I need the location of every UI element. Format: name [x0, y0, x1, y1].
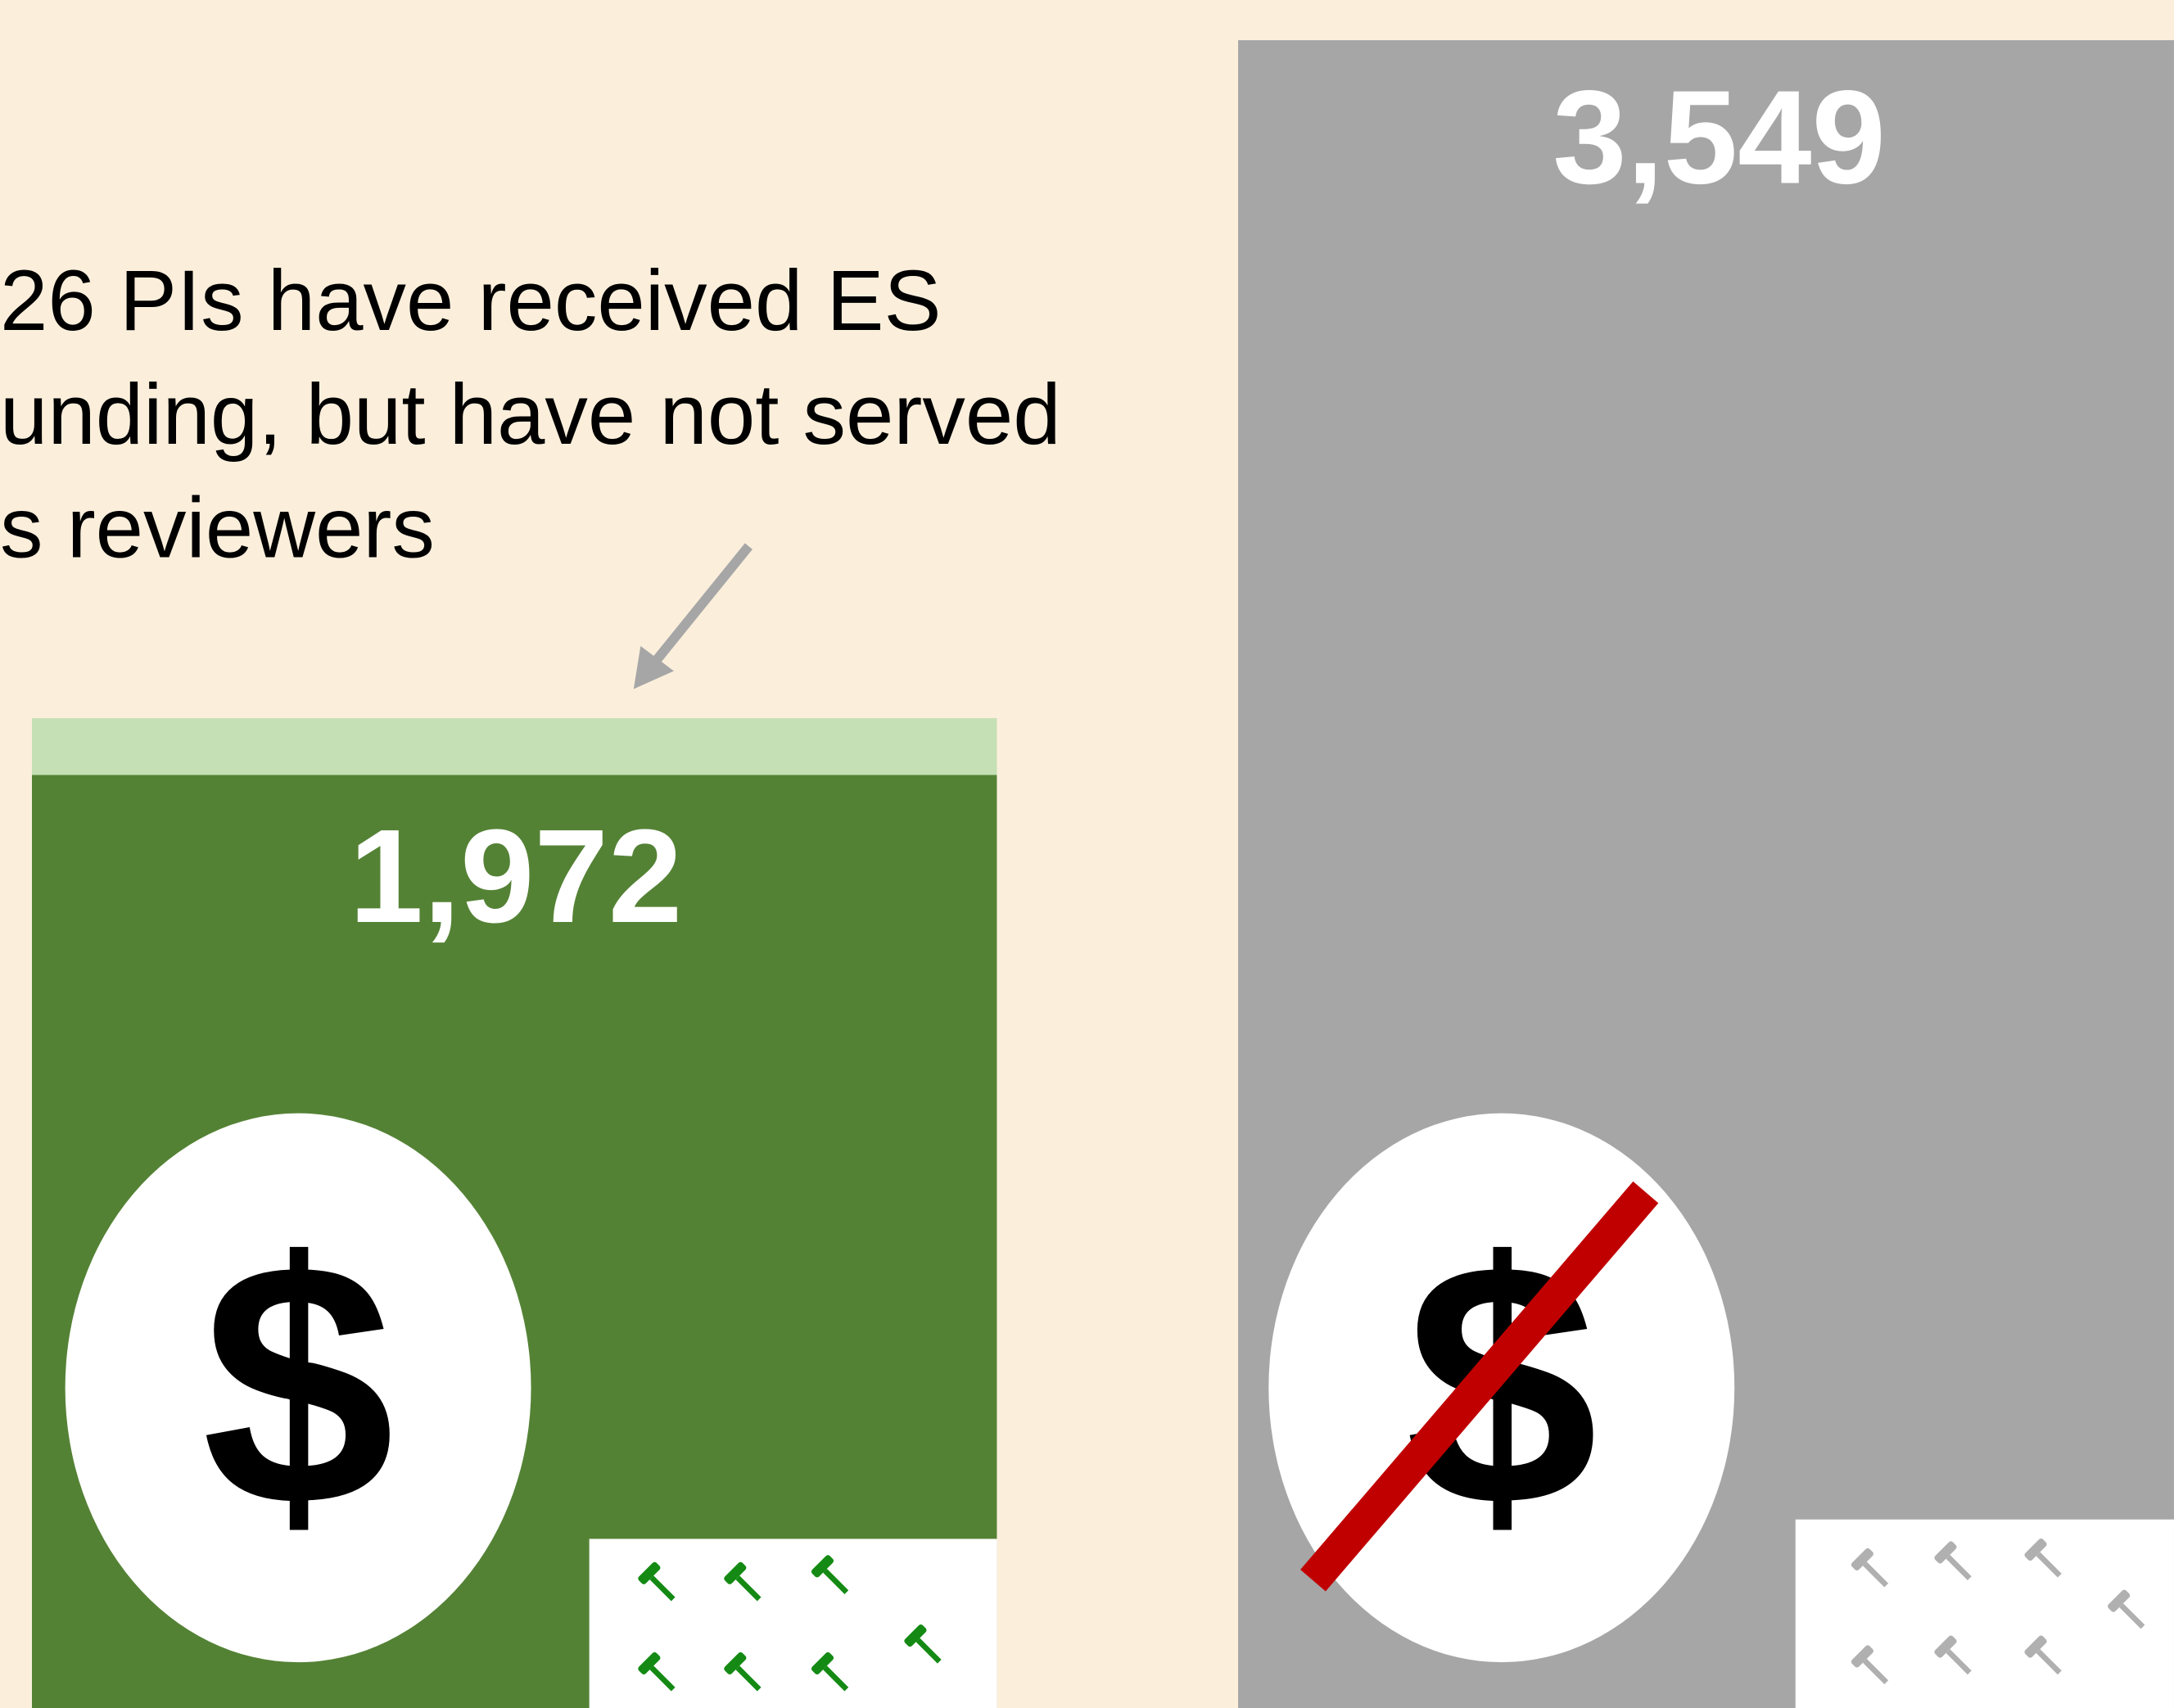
dollar-icon: $: [201, 1191, 394, 1578]
icon-circle: [1268, 1113, 1735, 1663]
highlight-band: [31, 718, 997, 775]
funded-block: 1,972 $: [31, 718, 997, 1708]
reviewer-box: [589, 1539, 997, 1708]
strike-line: [1300, 1181, 1659, 1592]
count-label: 3,549: [1553, 64, 1886, 212]
icon-circle: [65, 1113, 531, 1663]
annotation: 26 PIs have received ES unding, but have…: [0, 253, 1061, 576]
arrow: [633, 543, 753, 689]
annotation-line: s reviewers: [0, 481, 435, 576]
unfunded-block: 3,549 $: [1238, 40, 2174, 1708]
annotation-line: unding, but have not served: [0, 367, 1061, 463]
count-label: 1,972: [350, 802, 683, 951]
annotation-line: 26 PIs have received ES: [0, 253, 941, 349]
reviewer-box: [1795, 1519, 2174, 1708]
